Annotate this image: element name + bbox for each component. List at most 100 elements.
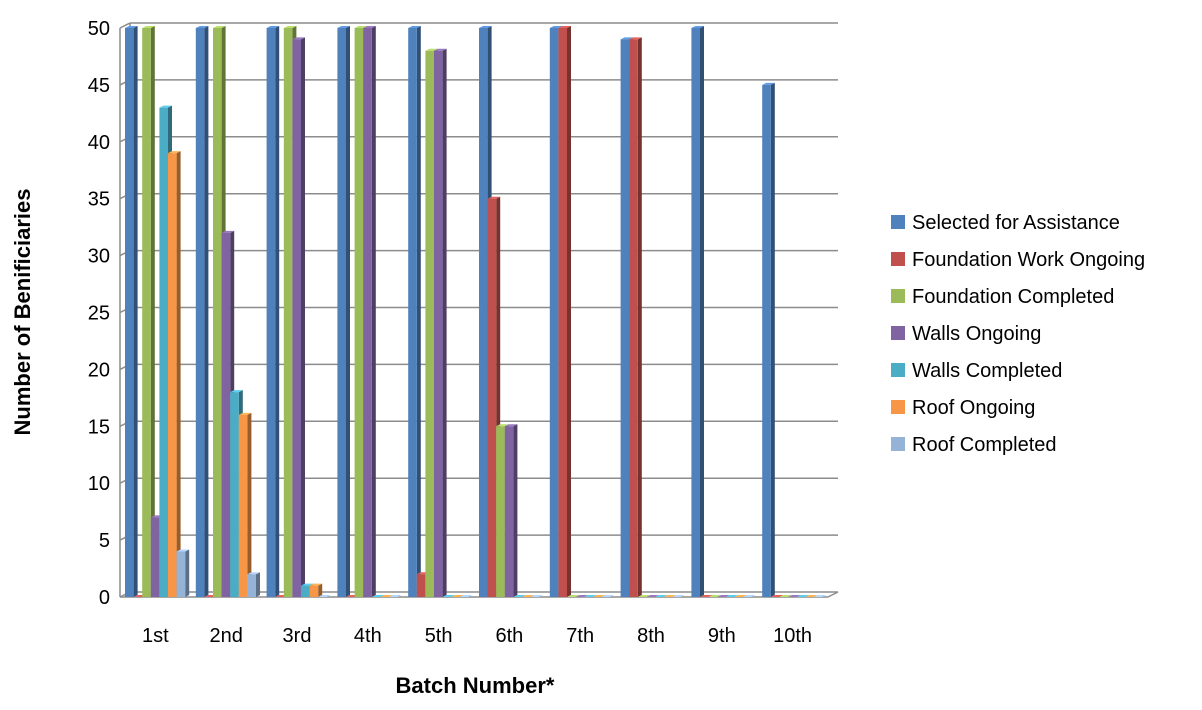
x-tick-label: 1st [142,625,169,647]
y-tick-label: 35 [88,189,110,211]
x-tick-label: 7th [566,625,594,647]
bar [442,595,456,597]
legend-label: Roof Completed [912,434,1057,456]
bar [380,595,393,597]
bar [717,595,730,597]
y-tick-label: 5 [99,530,110,552]
bar [513,595,526,597]
legend-label: Roof Ongoing [912,397,1035,419]
legend-swatch [891,326,905,340]
tick-labels: 0 5 10 15 20 25 30 35 40 45 50 1st 2nd 3rd 4th 5th 6th 7t… [88,18,812,647]
bar [451,595,464,597]
bar [363,26,376,597]
bar [434,48,447,597]
y-tick-label: 50 [88,18,110,40]
bar [567,595,580,597]
y-tick-label: 10 [88,473,110,495]
legend-swatch [891,252,905,266]
bar [125,26,138,597]
bar [168,151,181,597]
bars [125,26,827,597]
legend-item: Walls Completed [891,360,1062,382]
y-tick-label: 40 [88,132,110,154]
bar [371,595,385,597]
x-tick-label: 10th [773,625,812,647]
bar [408,26,421,597]
x-tick-label: 2nd [210,625,243,647]
bar [504,424,518,597]
bar [266,26,280,597]
x-tick-label: 5th [425,625,453,647]
y-tick-label: 20 [88,359,110,381]
bar [530,595,544,597]
bar [646,595,659,597]
legend-item: Foundation Completed [891,286,1114,308]
legend-swatch [891,289,905,303]
bar [805,595,818,597]
legend-swatch [891,400,905,414]
legend-label: Walls Completed [912,360,1062,382]
bar [700,595,713,597]
legend: Selected for Assistance Foundation Work O… [891,212,1145,456]
floor-edge [827,591,839,598]
bar [725,595,739,597]
y-tick-label: 25 [88,303,110,325]
bar [575,595,589,597]
bar [522,595,535,597]
bar [708,595,722,597]
bar [195,26,209,597]
legend-item: Roof Completed [891,434,1057,456]
x-tick-label: 4th [354,625,382,647]
legend-label: Foundation Completed [912,286,1114,308]
x-tick-label: 6th [495,625,523,647]
bar [663,595,677,597]
bar [813,595,827,597]
bar [672,595,685,597]
legend-swatch [891,215,905,229]
bar [247,572,260,597]
bar [142,26,155,597]
legend-label: Selected for Assistance [912,212,1120,234]
bar [592,595,606,597]
bar [770,595,784,597]
x-tick-label: 3rd [283,625,312,647]
legend-label: Foundation Work Ongoing [912,249,1145,271]
bar [318,595,331,597]
bar [176,549,190,597]
y-tick-label: 15 [88,416,110,438]
bar [734,595,747,597]
x-axis-title: Batch Number* [396,673,555,698]
legend-label: Walls Ongoing [912,323,1041,345]
bar [788,595,801,597]
bar [459,595,473,597]
legend-item: Selected for Assistance [891,212,1120,234]
bar [637,595,651,597]
bar [584,595,597,597]
bar [309,583,323,597]
legend-swatch [891,437,905,451]
bar [796,595,810,597]
bar [762,82,775,597]
bar [337,26,350,597]
bar [779,595,792,597]
gridline-side [119,22,131,29]
bar [389,595,402,597]
y-tick-label: 30 [88,246,110,268]
bar [691,26,704,597]
y-tick-label: 0 [99,587,110,609]
x-tick-label: 8th [637,625,665,647]
legend-item: Walls Ongoing [891,323,1041,345]
legend-swatch [891,363,905,377]
bar [292,37,305,597]
bar [601,595,614,597]
y-axis-title: Number of Benificiaries [10,189,35,436]
legend-item: Foundation Work Ongoing [891,249,1145,271]
bar [743,595,756,597]
y-tick-label: 45 [88,75,110,97]
legend-item: Roof Ongoing [891,397,1035,419]
bar [629,37,642,597]
bar [238,412,252,597]
bar [558,26,571,597]
